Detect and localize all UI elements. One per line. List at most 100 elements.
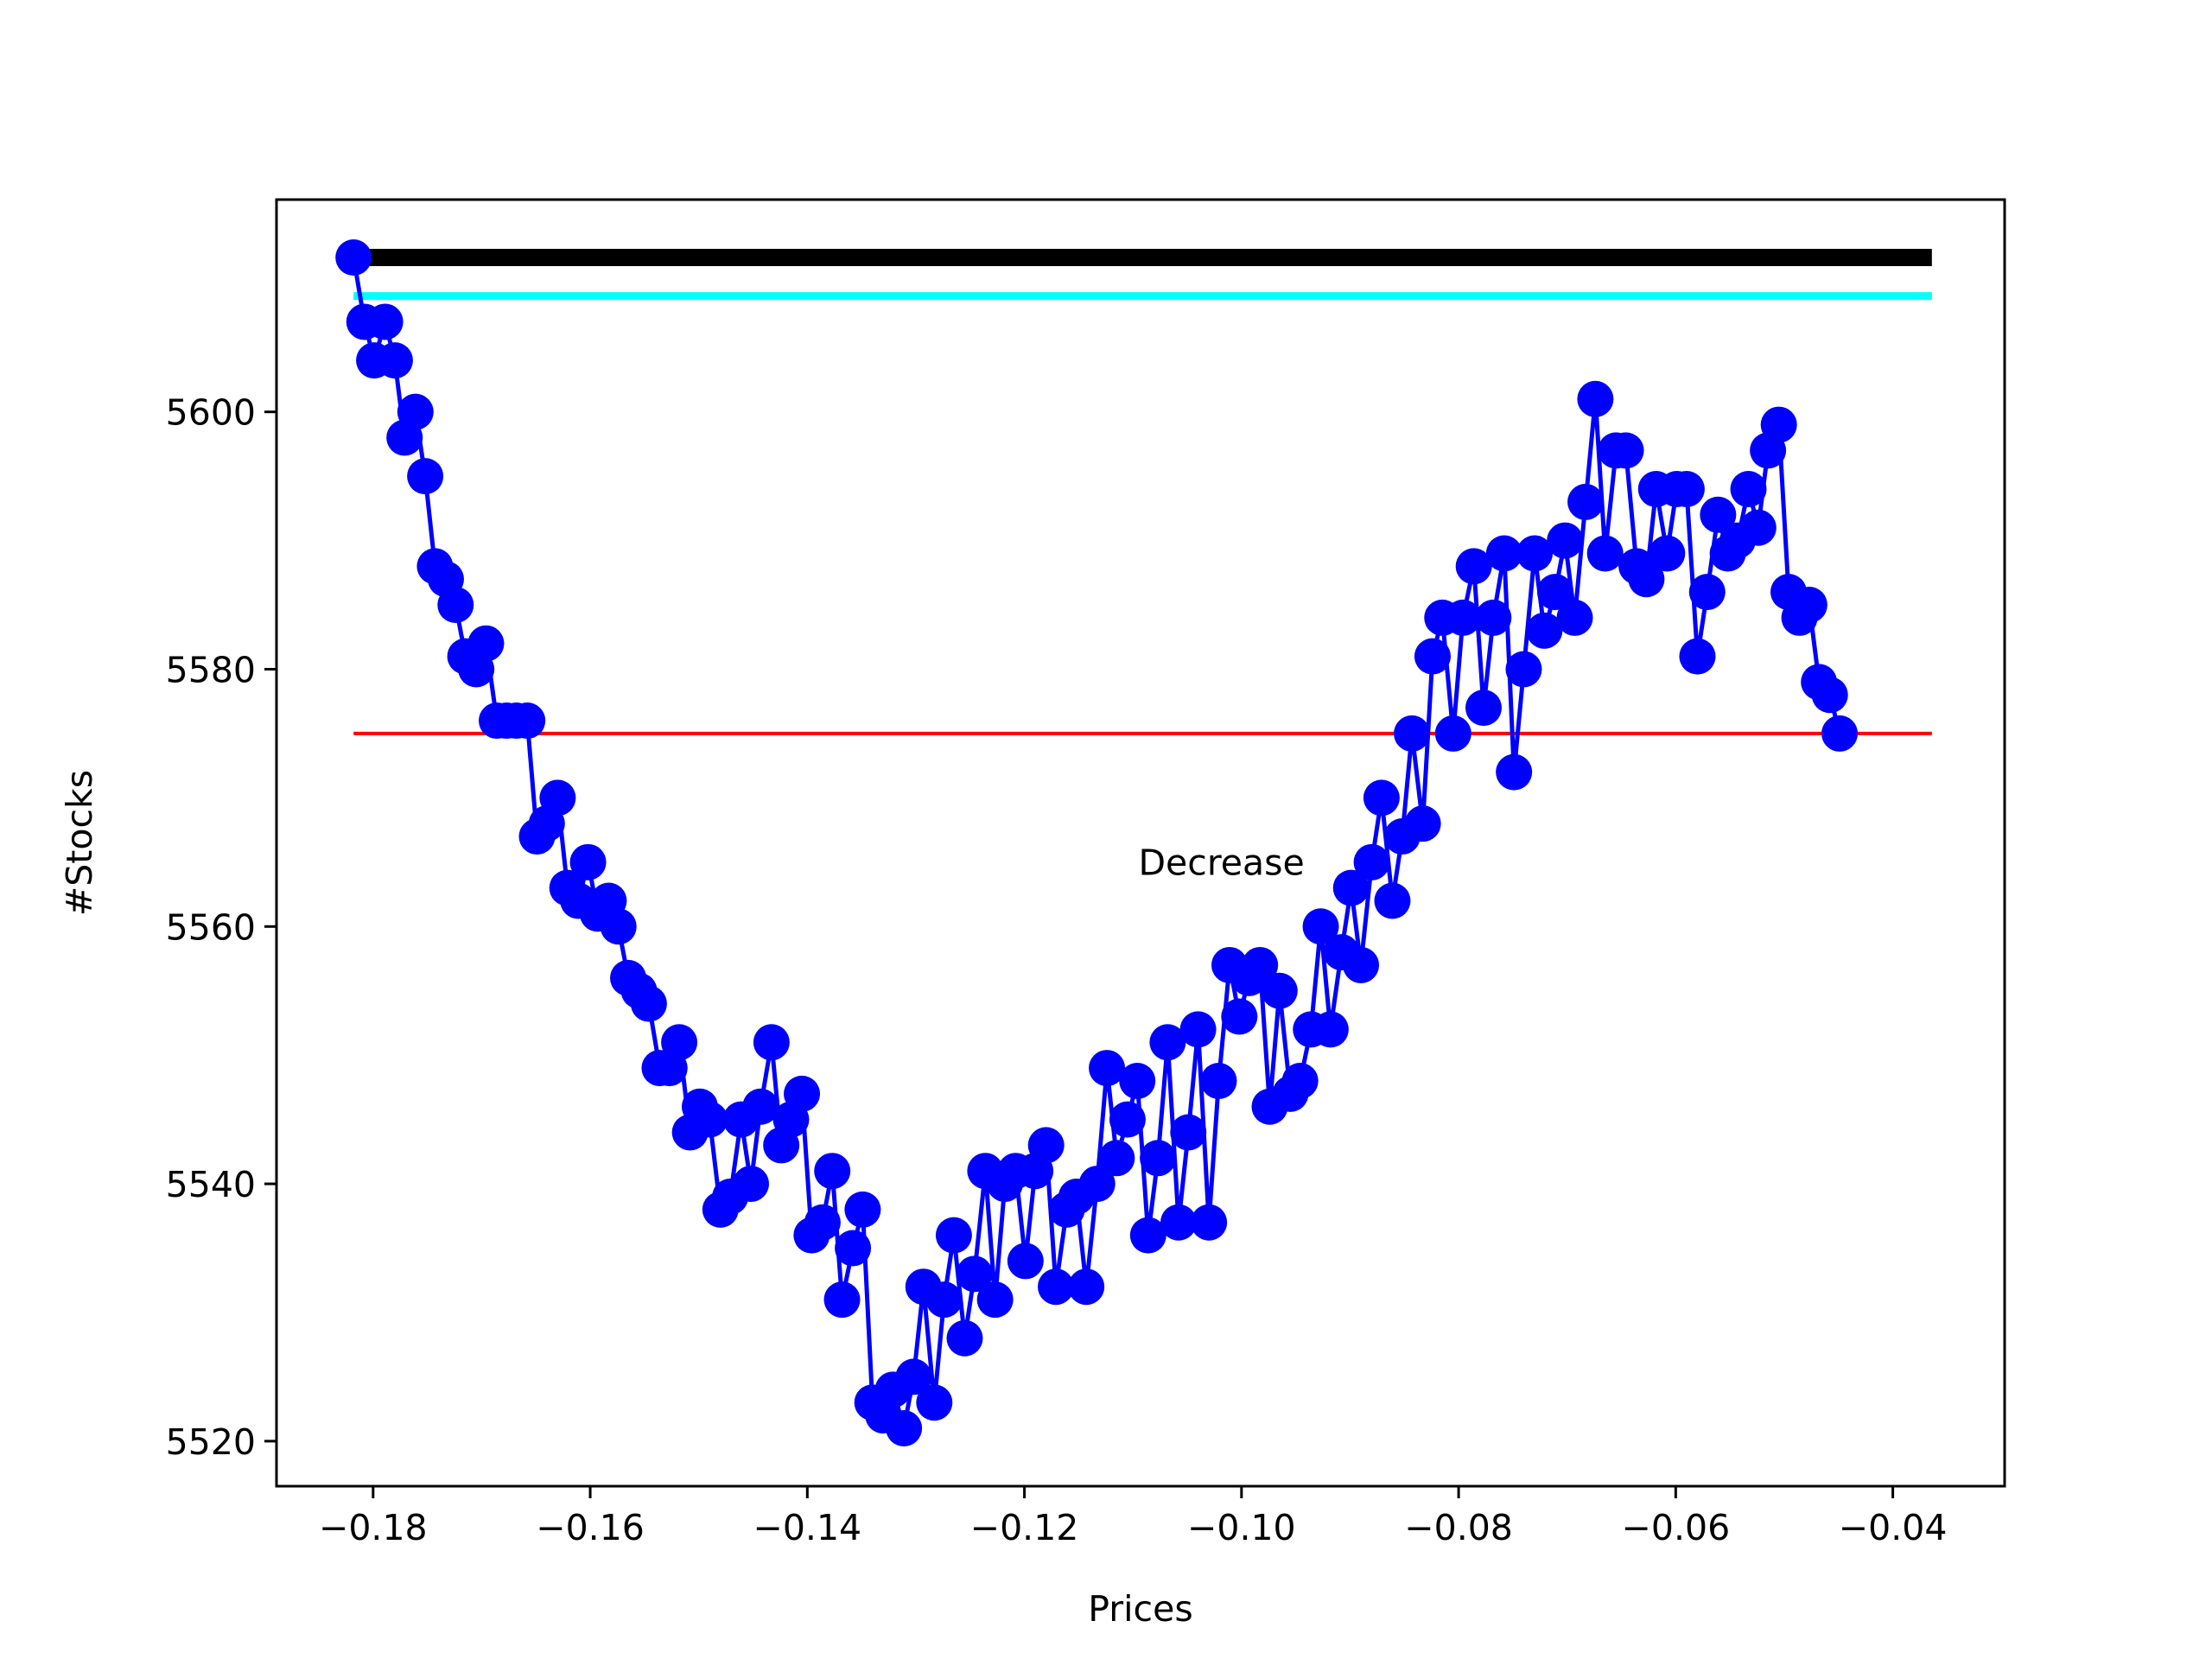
data-point [1242, 946, 1279, 983]
data-point [946, 1319, 983, 1357]
data-point [1434, 715, 1471, 752]
data-point [1200, 1062, 1237, 1099]
data-point [397, 393, 434, 430]
data-point [1649, 535, 1686, 572]
y-tick-label: 5600 [166, 392, 256, 434]
data-point [1170, 1114, 1207, 1151]
data-point [1536, 574, 1573, 611]
data-point [691, 1101, 728, 1138]
x-tick-label: −0.04 [1839, 1507, 1948, 1548]
x-tick-label: −0.10 [1187, 1507, 1296, 1548]
data-point [1363, 779, 1400, 817]
data-point [1739, 509, 1777, 546]
annotation-decrease: Decrease [1138, 842, 1304, 884]
data-point [1821, 715, 1859, 752]
data-point [784, 1075, 821, 1112]
data-point [804, 1204, 841, 1241]
data-point [1516, 535, 1554, 572]
data-point [895, 1358, 932, 1395]
data-point [1312, 1011, 1349, 1048]
data-point [1790, 587, 1827, 624]
data-point [814, 1153, 851, 1190]
data-point [509, 702, 546, 740]
data-point [539, 779, 576, 817]
data-point [1679, 638, 1716, 675]
data-point [1668, 471, 1705, 508]
data-point [1261, 972, 1298, 1009]
data-point [366, 303, 404, 340]
data-point [823, 1281, 861, 1319]
x-axis-label: Prices [1088, 1588, 1192, 1630]
y-axis-label: #Stocks [59, 770, 100, 916]
x-tick-label: −0.16 [536, 1507, 645, 1548]
data-point [407, 458, 444, 495]
reference-lines [353, 249, 1932, 735]
data-point [1485, 535, 1522, 572]
data-point [925, 1281, 963, 1319]
data-point [1465, 690, 1502, 727]
data-point [1811, 677, 1848, 714]
data-point [661, 1024, 698, 1061]
axes-frame [275, 198, 2006, 1488]
data-point [1007, 1243, 1044, 1280]
data-point [753, 1024, 790, 1061]
data-point [886, 1409, 923, 1446]
data-point [1730, 471, 1767, 508]
data-point [1505, 651, 1542, 688]
data-point [1179, 1011, 1217, 1048]
data-point [1160, 1204, 1197, 1241]
data-point [1628, 561, 1665, 598]
y-tick-label: 5520 [166, 1421, 256, 1463]
data-point [1089, 1050, 1126, 1087]
data-point [569, 843, 607, 880]
data-point [1149, 1024, 1186, 1061]
data-point [1078, 1166, 1116, 1203]
data-point [1567, 483, 1605, 520]
data-point [1607, 432, 1644, 469]
data-point [1129, 1217, 1166, 1254]
x-tick-label: −0.18 [319, 1507, 428, 1548]
y-tick-label: 5560 [166, 906, 256, 948]
data-point [1068, 1268, 1105, 1306]
x-tick-label: −0.12 [970, 1507, 1079, 1548]
data-point [1343, 946, 1380, 983]
x-tick-label: −0.08 [1404, 1507, 1513, 1548]
data-point [1374, 882, 1411, 919]
data-point [335, 239, 372, 276]
data-point [976, 1281, 1014, 1319]
x-axis-ticks: −0.18 −0.16 −0.14 −0.12 −0.10 −0.08 −0.06 −0.04 [319, 1486, 1947, 1548]
data-point [1577, 380, 1614, 417]
data-point [1353, 843, 1390, 880]
data-point [1414, 638, 1451, 675]
data-point [1475, 599, 1512, 636]
data-point [1038, 1268, 1075, 1306]
data-point [1191, 1204, 1228, 1241]
data-point [467, 625, 505, 662]
data-point [1445, 599, 1482, 636]
data-point [732, 1166, 769, 1203]
data-point [1332, 869, 1370, 906]
data-point [1281, 1062, 1319, 1099]
data-point [630, 985, 667, 1022]
data-point [1586, 535, 1624, 572]
data-point [1455, 548, 1492, 585]
data-point [1221, 998, 1258, 1035]
data-point [600, 908, 637, 945]
data-point [1302, 908, 1339, 945]
data-point [1526, 612, 1563, 649]
y-tick-label: 5580 [166, 649, 256, 690]
data-point [1760, 406, 1797, 443]
data-point [437, 587, 474, 624]
data-point [844, 1191, 881, 1228]
data-point [956, 1255, 993, 1293]
data-point [916, 1384, 953, 1421]
data-point [1547, 522, 1584, 559]
data-series [335, 239, 1859, 1446]
data-point [376, 342, 413, 379]
data-point [935, 1217, 972, 1254]
data-point [835, 1230, 872, 1267]
y-tick-label: 5540 [166, 1164, 256, 1205]
x-tick-label: −0.14 [753, 1507, 861, 1548]
x-tick-label: −0.06 [1622, 1507, 1731, 1548]
